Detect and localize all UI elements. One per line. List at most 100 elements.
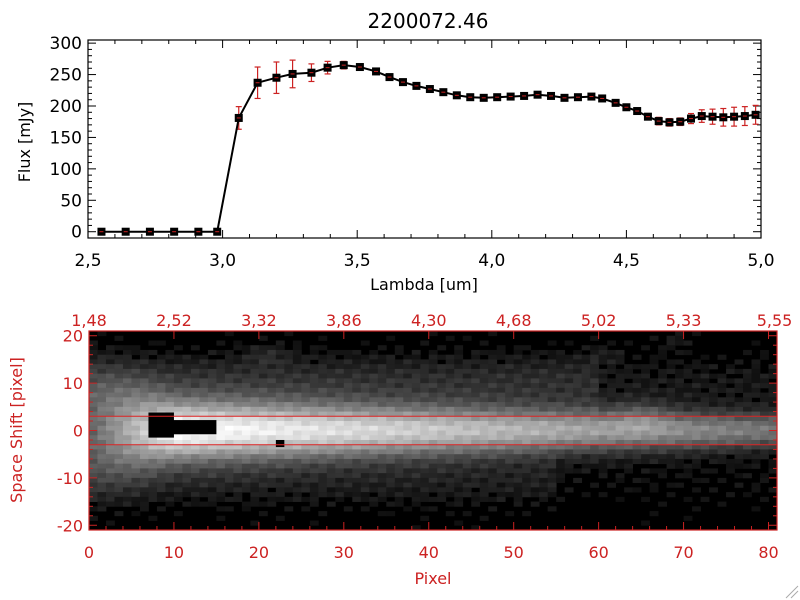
heatmap-cell (301, 359, 311, 365)
heatmap-cell (496, 345, 506, 351)
heatmap-cell (581, 458, 591, 465)
heatmap-cell (734, 458, 744, 465)
heatmap-cell (156, 477, 166, 484)
heatmap-cell (241, 359, 251, 365)
heatmap-cell (258, 425, 268, 431)
heatmap-cell (624, 468, 633, 474)
heatmap-cell (292, 449, 302, 455)
heatmap-cell (386, 444, 396, 450)
heatmap-cell (479, 439, 489, 446)
heatmap-cell (539, 435, 549, 441)
heatmap-cell (165, 359, 175, 365)
heatmap-cell (292, 496, 302, 502)
heatmap-cell (420, 406, 430, 412)
heatmap-cell (666, 492, 676, 498)
heatmap-cell (360, 425, 370, 431)
heatmap-cell (734, 416, 744, 422)
heatmap-cell (726, 406, 735, 412)
heatmap-cell (394, 482, 404, 488)
heatmap-cell (343, 487, 353, 493)
heatmap-cell (479, 487, 489, 493)
heatmap-cell (428, 416, 438, 422)
heatmap-cell (241, 397, 251, 403)
heatmap-cell (734, 463, 744, 469)
heatmap-cell (632, 454, 642, 460)
heatmap-cell (649, 406, 659, 412)
heatmap-cell (284, 430, 294, 436)
heatmap-cell (709, 449, 718, 455)
heatmap-cell (513, 359, 523, 365)
resize-grip-icon[interactable] (785, 585, 799, 599)
heatmap-cell (479, 482, 489, 488)
heatmap-cell (275, 496, 285, 502)
heatmap-cell (692, 373, 701, 379)
heatmap-cell (513, 349, 523, 356)
heatmap-cell (488, 373, 498, 379)
heatmap-cell (114, 511, 124, 517)
heatmap-cell (216, 425, 226, 431)
heatmap-cell (89, 468, 98, 474)
heatmap-cell (649, 378, 659, 384)
heatmap-cell (530, 473, 540, 479)
heatmap-cell (173, 397, 183, 403)
heatmap-cell (539, 487, 549, 493)
heatmap-cell (216, 515, 226, 521)
heatmap-cell (216, 449, 226, 455)
heatmap-cell (292, 492, 302, 498)
heatmap-cell (420, 439, 430, 446)
heatmap-cell (148, 487, 158, 493)
heatmap-cell (513, 378, 523, 384)
heatmap-cell (233, 364, 243, 370)
heatmap-cell (607, 458, 617, 465)
heatmap-cell (114, 501, 124, 507)
heatmap-cell (343, 383, 353, 389)
heatmap-cell (377, 368, 387, 375)
heatmap-cell (394, 411, 404, 417)
heatmap-cell (437, 444, 447, 450)
heatmap-cell (564, 378, 574, 384)
heatmap-cell (301, 454, 311, 460)
heatmap-cell (224, 373, 234, 379)
heatmap-cell (267, 449, 277, 455)
heatmap-cell (522, 435, 532, 441)
heatmap-cell (760, 411, 769, 417)
heatmap-cell (445, 511, 455, 517)
heatmap-cell (301, 435, 311, 441)
heatmap-cell (403, 482, 413, 488)
heatmap-cell (156, 359, 166, 365)
heatmap-cell (675, 421, 684, 427)
heatmap-cell (343, 373, 353, 379)
heatmap-cell (301, 496, 311, 502)
heatmap-cell (666, 345, 676, 351)
heatmap-cell (709, 392, 718, 398)
heatmap-cell (692, 421, 701, 427)
heatmap-cell (284, 392, 294, 398)
heatmap-cell (326, 468, 336, 474)
heatmap-cell (692, 402, 701, 408)
heatmap-cell (445, 501, 455, 507)
heatmap-cell (122, 482, 132, 488)
heatmap-cell (488, 477, 498, 484)
heatmap-cell (658, 387, 667, 393)
heatmap-cell (267, 458, 277, 465)
heatmap-cell (156, 492, 166, 498)
heatmap-cell (394, 368, 404, 375)
heatmap-cell (386, 378, 396, 384)
heatmap-cell (522, 454, 532, 460)
heatmap-cell (454, 425, 464, 431)
heatmap-cell (369, 496, 379, 502)
heatmap-cell (224, 397, 234, 403)
heatmap-cell (190, 411, 200, 417)
heatmap-cell (717, 477, 727, 484)
heatmap-cell (377, 425, 387, 431)
heatmap-cell (301, 397, 311, 403)
heatmap-cell (360, 439, 370, 446)
heatmap-cell (683, 373, 693, 379)
heatmap-cell (224, 496, 234, 502)
heatmap-cell (624, 454, 633, 460)
heatmap-cell (598, 373, 608, 379)
heatmap-cell (547, 458, 557, 465)
heatmap-cell (241, 364, 251, 370)
heatmap-cell (581, 387, 591, 393)
heatmap-cell (114, 430, 124, 436)
